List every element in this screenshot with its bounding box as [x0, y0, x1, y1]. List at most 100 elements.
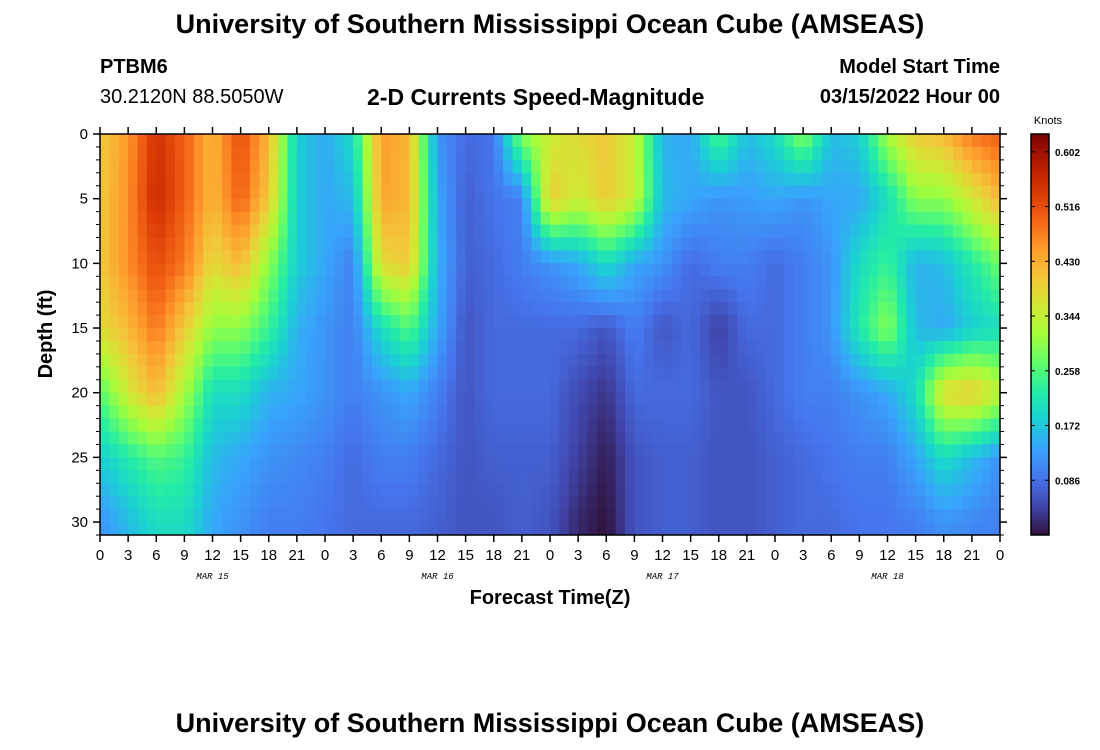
heatmap-cell: [437, 237, 448, 252]
heatmap-cell: [578, 263, 589, 277]
heatmap-cell: [775, 496, 785, 510]
heatmap-cell: [709, 496, 720, 510]
heatmap-cell: [784, 315, 795, 329]
heatmap-cell: [746, 276, 757, 290]
heatmap-cell: [606, 379, 617, 394]
heatmap-cell: [934, 470, 945, 484]
heatmap-cell: [943, 522, 954, 535]
heatmap-cell: [906, 146, 917, 161]
heatmap-cell: [765, 496, 776, 510]
heatmap-cell: [128, 509, 139, 523]
heatmap-cell: [906, 470, 917, 484]
heatmap-cell: [296, 237, 307, 252]
heatmap-cell: [962, 328, 973, 342]
heatmap-cell: [971, 302, 982, 316]
heatmap-cell: [381, 172, 392, 187]
heatmap-cell: [100, 405, 110, 420]
heatmap-cell: [334, 431, 345, 446]
heatmap-cell: [381, 457, 392, 471]
heatmap-cell: [175, 366, 185, 381]
heatmap-cell: [203, 172, 214, 187]
heatmap-cell: [400, 353, 410, 368]
heatmap-cell: [268, 483, 279, 497]
heatmap-cell: [793, 366, 804, 381]
heatmap-cell: [146, 379, 157, 394]
heatmap-cell: [184, 302, 195, 316]
heatmap-cell: [165, 315, 176, 329]
heatmap-cell: [268, 250, 279, 264]
heatmap-cell: [690, 328, 701, 342]
heatmap-cell: [625, 263, 635, 277]
heatmap-cell: [850, 392, 860, 407]
heatmap-cell: [559, 328, 570, 342]
heatmap-cell: [850, 146, 860, 161]
heatmap-cell: [268, 431, 279, 446]
heatmap-cell: [812, 276, 823, 290]
heatmap-cell: [109, 509, 120, 523]
heatmap-cell: [371, 328, 382, 342]
heatmap-cell: [868, 431, 879, 446]
heatmap-cell: [606, 405, 617, 420]
heatmap-cell: [184, 405, 195, 420]
heatmap-cell: [184, 328, 195, 342]
heatmap-cell: [859, 366, 870, 381]
heatmap-cell: [184, 379, 195, 394]
heatmap-cell: [137, 198, 148, 213]
heatmap-cell: [737, 250, 748, 264]
heatmap-cell: [493, 289, 504, 303]
x-tick-label: 9: [630, 547, 638, 564]
heatmap-cell: [578, 315, 589, 329]
heatmap-cell: [821, 444, 832, 458]
heatmap-cell: [690, 379, 701, 394]
heatmap-cell: [381, 392, 392, 407]
heatmap-cell: [428, 392, 439, 407]
heatmap-cell: [175, 134, 185, 148]
heatmap-cell: [268, 198, 279, 213]
heatmap-cell: [812, 340, 823, 355]
heatmap-cell: [381, 302, 392, 316]
heatmap-cell: [953, 159, 964, 174]
heatmap-cell: [793, 302, 804, 316]
heatmap-cell: [503, 237, 514, 252]
heatmap-cell: [559, 483, 570, 497]
heatmap-cell: [296, 315, 307, 329]
heatmap-cell: [306, 276, 317, 290]
heatmap-cell: [268, 366, 279, 381]
heatmap-cell: [465, 159, 476, 174]
heatmap-cell: [521, 340, 532, 355]
heatmap-cell: [925, 276, 935, 290]
heatmap-cell: [456, 457, 467, 471]
heatmap-cell: [240, 198, 251, 213]
heatmap-cell: [812, 289, 823, 303]
heatmap-cell: [400, 276, 410, 290]
heatmap-cell: [831, 134, 842, 148]
heatmap-cell: [859, 159, 870, 174]
heatmap-cell: [925, 353, 935, 368]
heatmap-cell: [756, 509, 767, 523]
heatmap-cell: [231, 211, 242, 226]
heatmap-cell: [765, 457, 776, 471]
heatmap-cell: [475, 509, 485, 523]
heatmap-cell: [746, 146, 757, 161]
heatmap-cell: [390, 263, 401, 277]
heatmap-cell: [756, 444, 767, 458]
heatmap-cell: [203, 392, 214, 407]
heatmap-cell: [325, 483, 335, 497]
heatmap-cell: [643, 224, 654, 239]
heatmap-cell: [156, 457, 167, 471]
heatmap-cell: [709, 263, 720, 277]
heatmap-cell: [146, 418, 157, 433]
heatmap-cell: [812, 134, 823, 148]
heatmap-cell: [109, 522, 120, 535]
heatmap-cell: [896, 250, 907, 264]
heatmap-cell: [287, 509, 298, 523]
heatmap-cell: [981, 483, 992, 497]
heatmap-cell: [746, 198, 757, 213]
heatmap-cell: [184, 431, 195, 446]
heatmap-cell: [193, 444, 204, 458]
heatmap-cell: [550, 405, 560, 420]
heatmap-cell: [137, 392, 148, 407]
heatmap-cell: [493, 172, 504, 187]
heatmap-cell: [840, 315, 851, 329]
heatmap-cell: [521, 366, 532, 381]
